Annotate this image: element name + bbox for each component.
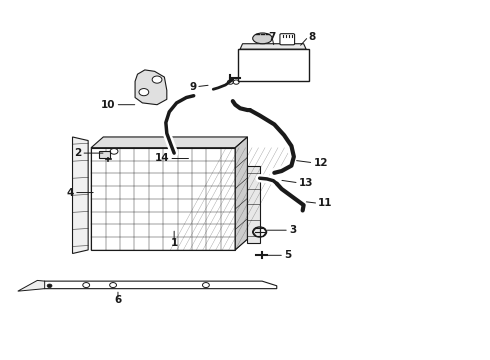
Circle shape (152, 76, 162, 83)
Text: 4: 4 (67, 188, 74, 198)
Text: 5: 5 (284, 250, 292, 260)
Polygon shape (73, 137, 88, 253)
FancyBboxPatch shape (280, 34, 294, 45)
Text: 1: 1 (171, 238, 178, 248)
Text: 8: 8 (309, 32, 316, 41)
Circle shape (47, 284, 52, 288)
Polygon shape (235, 137, 247, 250)
Polygon shape (135, 70, 167, 105)
Polygon shape (247, 166, 260, 243)
Ellipse shape (253, 33, 272, 44)
Polygon shape (91, 148, 235, 250)
Polygon shape (238, 49, 309, 81)
Text: 7: 7 (268, 32, 275, 41)
Text: 13: 13 (299, 178, 313, 188)
Polygon shape (240, 44, 306, 49)
Text: 11: 11 (318, 198, 333, 208)
Text: 6: 6 (114, 295, 122, 305)
Text: 14: 14 (155, 153, 169, 163)
Text: 12: 12 (314, 158, 328, 168)
Polygon shape (18, 280, 45, 291)
FancyBboxPatch shape (99, 150, 110, 158)
Text: 3: 3 (289, 225, 296, 235)
Polygon shape (37, 281, 277, 289)
Circle shape (139, 89, 149, 96)
Text: 9: 9 (189, 82, 196, 92)
Polygon shape (91, 137, 247, 148)
Text: 2: 2 (74, 148, 81, 158)
Text: 10: 10 (101, 100, 116, 110)
